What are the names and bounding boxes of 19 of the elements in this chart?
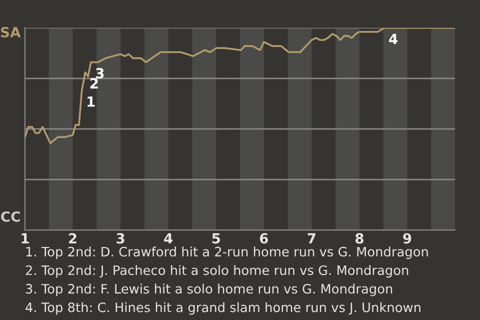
x-tick-label: 7 (308, 233, 316, 244)
text: 4. Top 8th: C. Hines hit a grand slam home run vs J. Unknown (26, 302, 420, 315)
text: 3. Top 2nd: F. Lewis hit a solo home run vs G. Mondragon (26, 284, 392, 296)
annotation: 2 (90, 78, 98, 88)
text: CC (1, 211, 20, 222)
text: 2. Top 2nd: J. Pacheco hit a solo home run vs G. Mondragon (26, 265, 408, 278)
text: SA (1, 26, 21, 38)
x-tick-label: 5 (212, 233, 220, 244)
x-tick-label: 6 (260, 233, 268, 244)
text: 1. Top 2nd: D. Crawford hit a 2-run home run vs G. Mondragon (26, 246, 428, 260)
annotation: 4 (389, 34, 398, 44)
x-tick-label: 4 (164, 233, 173, 244)
x-tick-label: 1 (22, 233, 29, 244)
x-tick-label: 9 (403, 233, 412, 244)
annotation: 1 (88, 96, 95, 107)
x-tick-label: 2 (69, 233, 76, 244)
x-tick-label: 3 (116, 233, 124, 244)
annotation: 3 (96, 68, 104, 79)
x-tick-label: 8 (355, 233, 364, 244)
